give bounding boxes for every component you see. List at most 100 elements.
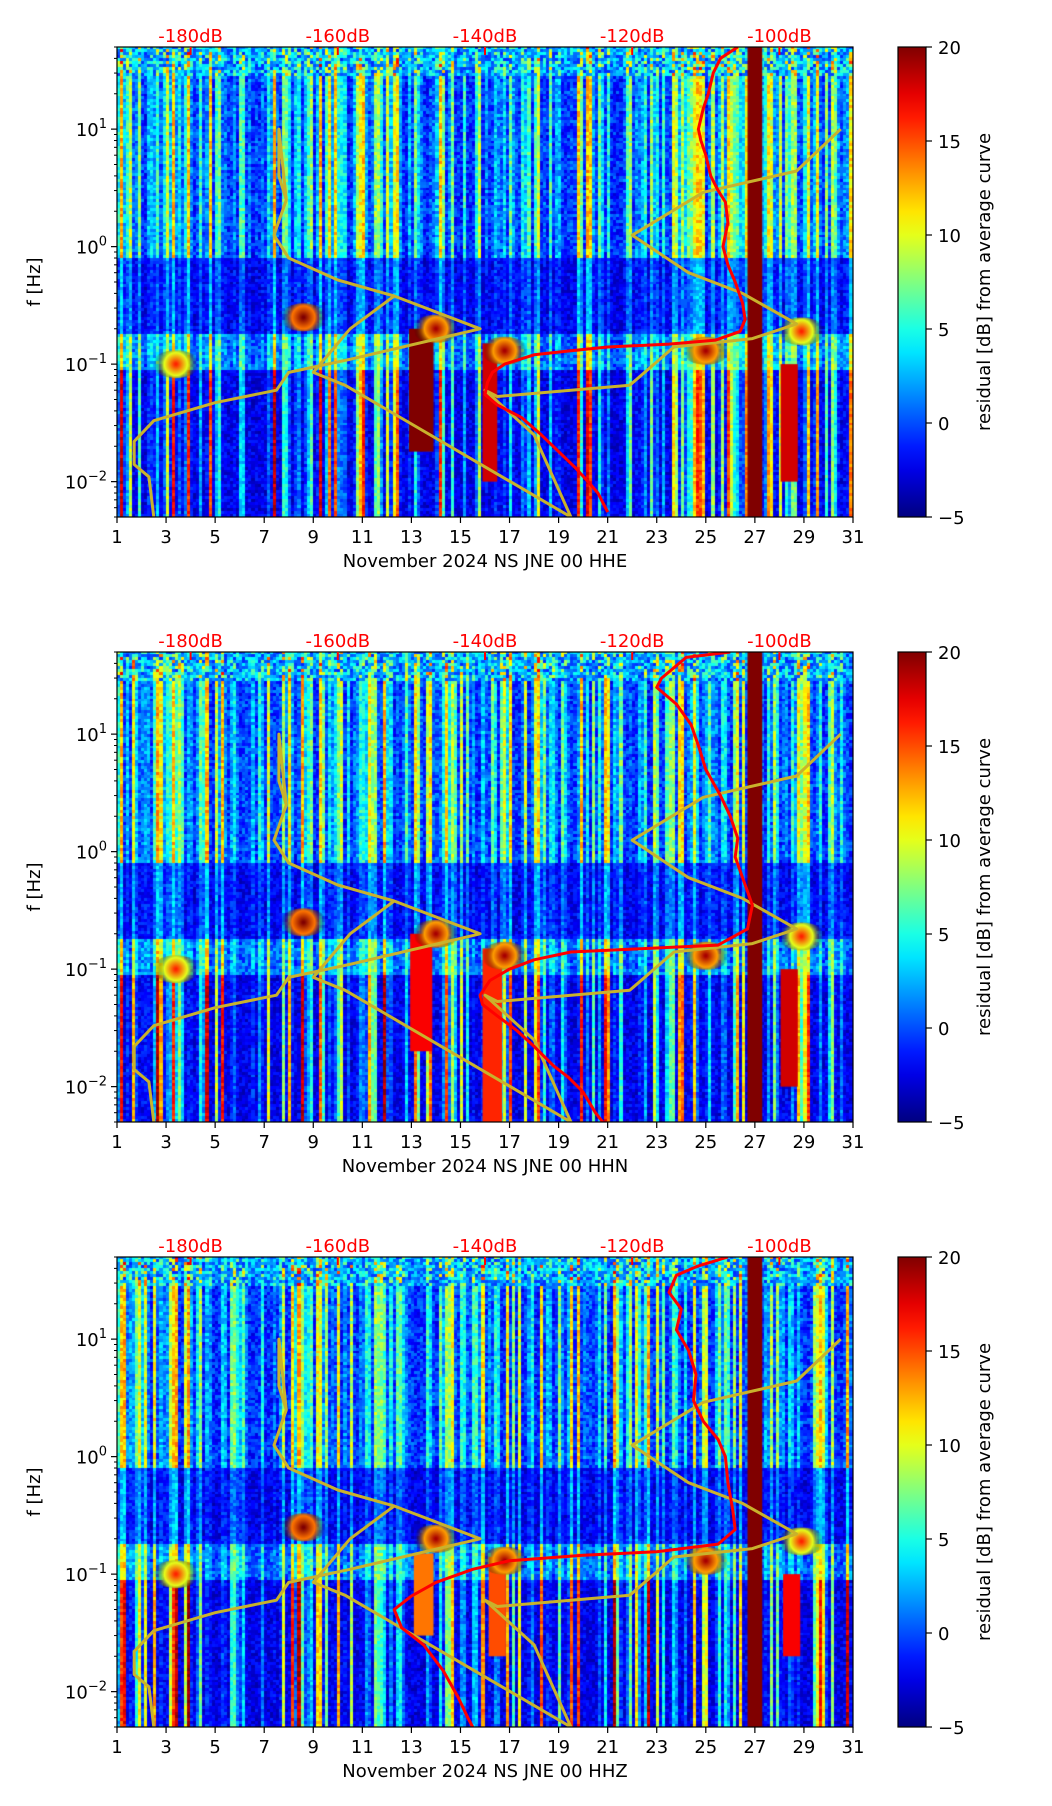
y-axis-label: f [Hz] (24, 1467, 45, 1516)
colorbar-tick-label: 10 (938, 1436, 961, 1457)
x-tick-label: 25 (694, 1132, 717, 1153)
x-tick-label: 31 (842, 1737, 865, 1758)
x-tick-label: 27 (743, 1737, 766, 1758)
x-axis-label: November 2024 NS JNE 00 HHZ (342, 1761, 627, 1782)
x-tick-label: 19 (547, 1737, 570, 1758)
y-axis-label: f [Hz] (24, 257, 45, 306)
x-tick-label: 25 (694, 527, 717, 548)
x-tick-label: 21 (596, 527, 619, 548)
top-tick-label: -120dB (600, 1236, 665, 1257)
top-tick-label: -180dB (158, 26, 223, 47)
colorbar-tick-label: 0 (938, 1019, 949, 1040)
y-tick-label: 101 (76, 117, 107, 141)
spectrogram (117, 47, 853, 517)
x-tick-label: 29 (792, 1737, 815, 1758)
psd-curve (392, 1257, 737, 1727)
top-tick-label: -180dB (158, 1236, 223, 1257)
colorbar-tick-label: 5 (938, 1530, 949, 1551)
x-tick-label: 11 (351, 527, 374, 548)
x-tick-label: 5 (209, 1132, 220, 1153)
top-tick-label: -100dB (747, 1236, 812, 1257)
y-tick-label: 10−1 (65, 957, 107, 981)
x-tick-label: 9 (308, 1132, 319, 1153)
x-tick-label: 19 (547, 527, 570, 548)
top-tick-label: -100dB (747, 631, 812, 652)
x-tick-label: 15 (449, 1737, 472, 1758)
x-tick-label: 7 (258, 527, 269, 548)
spectrogram-image (117, 652, 853, 1122)
colorbar-tick-label: 10 (938, 226, 961, 247)
y-tick-label: 101 (76, 1327, 107, 1351)
colorbar-scale (897, 46, 927, 518)
top-tick-label: -140dB (453, 631, 518, 652)
top-tick-label: -160dB (305, 1236, 370, 1257)
x-tick-label: 13 (400, 1737, 423, 1758)
y-tick-label: 10−2 (65, 1680, 107, 1704)
x-tick-label: 27 (743, 1132, 766, 1153)
colorbar-tick-label: 5 (938, 320, 949, 341)
x-tick-label: 17 (498, 1737, 521, 1758)
spectrogram (117, 1257, 853, 1727)
colorbar-tick-label: 20 (938, 38, 961, 59)
colorbar-label: residual [dB] from average curve (974, 133, 995, 431)
colorbar-tick-label: 0 (938, 1624, 949, 1645)
spectrogram-image (117, 47, 853, 517)
psd-curve (478, 652, 754, 1122)
x-tick-label: 1 (111, 1737, 122, 1758)
spectrogram-image (117, 1257, 853, 1727)
model-curve (132, 1337, 842, 1727)
x-tick-label: 19 (547, 1132, 570, 1153)
spectrogram (117, 652, 853, 1122)
y-tick-label: 10−2 (65, 470, 107, 494)
top-tick-label: -140dB (453, 1236, 518, 1257)
top-tick-label: -140dB (453, 26, 518, 47)
x-axis-label: November 2024 NS JNE 00 HHE (343, 551, 627, 572)
colorbar-tick-label: −5 (938, 508, 965, 529)
colorbar-tick-label: 20 (938, 643, 961, 664)
colorbar: 20 15 10 5 0 −5 residual [dB] from average cur… (897, 1248, 995, 1739)
x-tick-label: 11 (351, 1132, 374, 1153)
colorbar-tick-label: 20 (938, 1248, 961, 1269)
y-tick-label: 100 (76, 235, 107, 259)
y-tick-label: 100 (76, 1445, 107, 1469)
y-tick-label: 10−2 (65, 1075, 107, 1099)
x-tick-label: 21 (596, 1737, 619, 1758)
y-tick-label: 100 (76, 840, 107, 864)
colorbar-tick-label: −5 (938, 1718, 965, 1739)
colorbar-label: residual [dB] from average curve (974, 738, 995, 1036)
x-tick-label: 17 (498, 527, 521, 548)
colorbar-scale (897, 1256, 927, 1728)
x-tick-label: 23 (645, 1737, 668, 1758)
x-tick-label: 3 (160, 1132, 171, 1153)
model-curve (132, 127, 842, 517)
top-tick-label: -180dB (158, 631, 223, 652)
x-tick-label: 1 (111, 1132, 122, 1153)
colorbar-tick-label: −5 (938, 1113, 965, 1134)
top-tick-label: -160dB (305, 631, 370, 652)
x-axis-label: November 2024 NS JNE 00 HHN (342, 1156, 629, 1177)
x-tick-label: 29 (792, 527, 815, 548)
x-tick-label: 17 (498, 1132, 521, 1153)
x-tick-label: 9 (308, 1737, 319, 1758)
x-tick-label: 13 (400, 527, 423, 548)
x-tick-label: 7 (258, 1737, 269, 1758)
colorbar: 20 15 10 5 0 −5 residual [dB] from average cur… (897, 643, 995, 1134)
y-tick-label: 10−1 (65, 1562, 107, 1586)
colorbar: 20 15 10 5 0 −5 residual [dB] from average cur… (897, 38, 995, 529)
x-tick-label: 31 (842, 527, 865, 548)
y-tick-label: 10−1 (65, 352, 107, 376)
model-curve (132, 732, 842, 1122)
x-tick-label: 31 (842, 1132, 865, 1153)
y-tick-label: 101 (76, 722, 107, 746)
x-tick-label: 29 (792, 1132, 815, 1153)
x-tick-label: 9 (308, 527, 319, 548)
colorbar-tick-label: 15 (938, 1342, 961, 1363)
top-tick-label: -120dB (600, 631, 665, 652)
x-tick-label: 3 (160, 527, 171, 548)
x-tick-label: 23 (645, 527, 668, 548)
colorbar-tick-label: 10 (938, 831, 961, 852)
x-tick-label: 3 (160, 1737, 171, 1758)
